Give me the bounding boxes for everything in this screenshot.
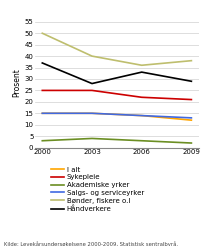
Text: Kilde: Levekårsundersøkelsene 2000-2009, Statistisk sentralbyrå.: Kilde: Levekårsundersøkelsene 2000-2009,… [4, 241, 177, 246]
Y-axis label: Prosent: Prosent [13, 68, 22, 97]
Legend: I alt, Sykepleie, Akademiske yrker, Salgs- og serviceyrker, Bønder, fiskere o.l,: I alt, Sykepleie, Akademiske yrker, Salg… [51, 167, 143, 212]
